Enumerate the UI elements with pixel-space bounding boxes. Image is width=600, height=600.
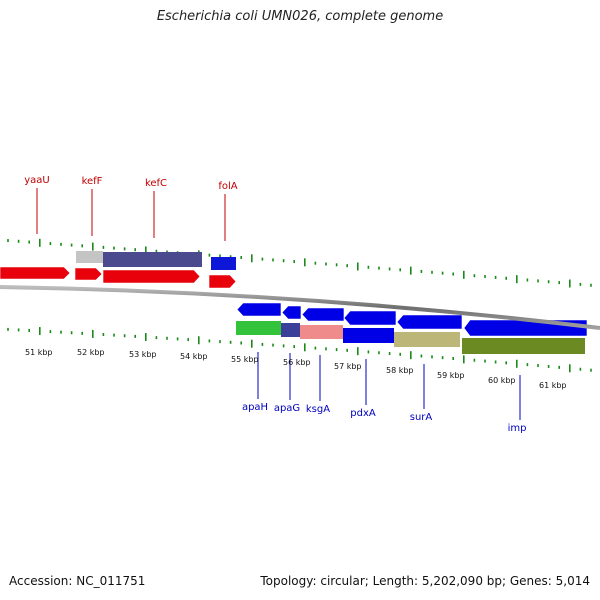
domain-bar [281, 323, 300, 337]
gene-arrow-apaH [236, 302, 282, 317]
domain-bar [236, 321, 281, 335]
domain-bar [300, 325, 343, 339]
ruler-label: 57 kbp [334, 362, 362, 371]
gene-label-surA: surA [410, 412, 433, 423]
gene-arrow-surA [396, 314, 463, 330]
gene-arrow-pdxA [343, 310, 397, 326]
ruler-label: 60 kbp [488, 376, 516, 385]
gene-label-kefF: kefF [82, 176, 103, 187]
gene-arrow-folA [208, 274, 237, 289]
genome-summary-text: Topology: circular; Length: 5,202,090 bp… [260, 574, 590, 588]
domain-bar [462, 338, 585, 354]
gene-label-yaaU: yaaU [24, 175, 50, 186]
bottom-ruler-ticks [7, 327, 592, 373]
gene-label-ksgA: ksgA [306, 404, 330, 415]
gene-label-folA: folA [218, 181, 237, 192]
domain-bar [76, 251, 103, 263]
gene-arrow-yaaU [0, 266, 71, 280]
ruler-label: 58 kbp [386, 366, 414, 375]
gene-arrow-kefF [74, 267, 103, 281]
top-ruler-ticks [7, 238, 592, 288]
gene-label-pdxA: pdxA [350, 408, 376, 419]
gene-arrow-apaG [281, 305, 302, 320]
map-title: Escherichia coli UMN026, complete genome [156, 9, 444, 24]
ruler-label: 54 kbp [180, 352, 208, 361]
gene-label-imp: imp [508, 423, 527, 434]
domain-bar [211, 257, 236, 270]
gene-arrow-ksgA [301, 307, 345, 322]
ruler-labels: 51 kbp 52 kbp 53 kbp 54 kbp 55 kbp 56 kbp 57 k… [25, 348, 567, 390]
ruler-label: 53 kbp [129, 350, 157, 359]
label-leader-lines [36, 188, 521, 420]
domain-bar [343, 328, 394, 343]
ruler-label: 56 kbp [283, 358, 311, 367]
genome-backbone [0, 285, 600, 330]
gene-labels: yaaU kefF kefC folA apaH apaG ksgA pdxA surA imp [24, 175, 526, 434]
gene-features [0, 251, 588, 354]
ruler-label: 52 kbp [77, 348, 105, 357]
gene-label-kefC: kefC [145, 178, 167, 189]
gene-arrow-kefC [102, 269, 201, 284]
ruler-label: 55 kbp [231, 355, 259, 364]
domain-bar [394, 332, 460, 347]
gene-label-apaG: apaG [274, 403, 300, 414]
ruler-label: 61 kbp [539, 381, 567, 390]
ruler-label: 59 kbp [437, 371, 465, 380]
accession-text: Accession: NC_011751 [9, 574, 146, 588]
domain-bar [103, 252, 202, 267]
gene-label-apaH: apaH [242, 402, 268, 413]
ruler-label: 51 kbp [25, 348, 53, 357]
